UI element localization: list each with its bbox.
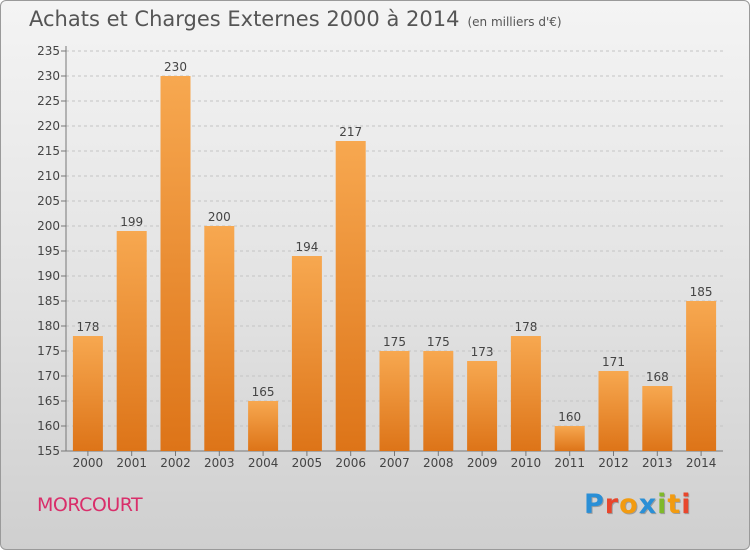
x-tick-label-2007: 2007	[379, 456, 410, 470]
x-tick-label-2000: 2000	[73, 456, 104, 470]
bar-2001	[116, 231, 147, 451]
bar-2002	[160, 76, 191, 451]
y-tick-label: 155	[37, 444, 60, 458]
x-tick-label-2004: 2004	[248, 456, 279, 470]
x-tick-label-2013: 2013	[642, 456, 673, 470]
y-tick-label: 200	[37, 219, 60, 233]
y-tick-label: 210	[37, 169, 60, 183]
x-tick-label-2002: 2002	[160, 456, 191, 470]
y-tick-label: 225	[37, 94, 60, 108]
x-tick-label-2010: 2010	[511, 456, 542, 470]
data-label-2000: 178	[76, 320, 99, 334]
y-tick-label: 165	[37, 394, 60, 408]
y-tick-label: 180	[37, 319, 60, 333]
title-unit: (en milliers d'€)	[467, 15, 562, 29]
data-label-2008: 175	[427, 335, 450, 349]
data-label-2004: 165	[252, 385, 275, 399]
y-tick-label: 230	[37, 69, 60, 83]
data-label-2001: 199	[120, 215, 143, 229]
labels: 178 199 230 200 165 194 217 175 175 173 178 160 171 1…	[76, 60, 712, 424]
chart-title: Achats et Charges Externes 2000 à 2014 (e…	[29, 7, 562, 31]
bar-2004	[248, 401, 279, 451]
logo-letter: t	[667, 489, 682, 520]
bar-2005	[291, 256, 322, 451]
x-tick-label-2012: 2012	[598, 456, 629, 470]
bar-2009	[467, 361, 498, 451]
data-label-2003: 200	[208, 210, 231, 224]
x-tick-label-2009: 2009	[467, 456, 498, 470]
data-label-2006: 217	[339, 125, 362, 139]
data-label-2010: 178	[514, 320, 537, 334]
logo-letter: i	[681, 489, 692, 520]
x-tick-label-2001: 2001	[116, 456, 147, 470]
data-label-2005: 194	[295, 240, 318, 254]
data-label-2014: 185	[690, 285, 713, 299]
bar-2013	[642, 386, 673, 451]
y-tick-label: 235	[37, 44, 60, 58]
bar-2010	[510, 336, 541, 451]
y-tick-label: 185	[37, 294, 60, 308]
bar-2011	[554, 426, 585, 451]
x-tick-label-2005: 2005	[292, 456, 323, 470]
logo-letter: r	[604, 489, 620, 520]
y-tick-label: 175	[37, 344, 60, 358]
logo-letter: o	[619, 489, 639, 520]
bar-2008	[423, 351, 454, 451]
data-label-2009: 173	[471, 345, 494, 359]
logo-letter: P	[584, 489, 605, 520]
y-tick-label: 190	[37, 269, 60, 283]
bars	[72, 76, 717, 451]
x-tick-label-2011: 2011	[554, 456, 585, 470]
data-label-2011: 160	[558, 410, 581, 424]
x-tick-label-2006: 2006	[335, 456, 366, 470]
data-label-2007: 175	[383, 335, 406, 349]
title-text: Achats et Charges Externes 2000 à 2014	[29, 7, 460, 31]
bar-2012	[598, 371, 629, 451]
axes: 155 160 165 170 175 180 185 190 195 200 205 210 215 2…	[37, 44, 723, 470]
y-tick-label: 220	[37, 119, 60, 133]
y-tick-label: 170	[37, 369, 60, 383]
bar-2000	[72, 336, 103, 451]
x-tick-label-2003: 2003	[204, 456, 235, 470]
x-tick-label-2008: 2008	[423, 456, 454, 470]
y-tick-label: 195	[37, 244, 60, 258]
logo-letter: i	[657, 489, 668, 520]
y-tick-label: 205	[37, 194, 60, 208]
logo-letter: x	[638, 489, 658, 520]
data-label-2012: 171	[602, 355, 625, 369]
y-tick-label: 215	[37, 144, 60, 158]
proxiti-logo[interactable]: Proxiti	[584, 489, 692, 520]
bar-2006	[335, 141, 366, 451]
place-name: MORCOURT	[37, 494, 143, 516]
bar-2003	[204, 226, 235, 451]
y-tick-label: 160	[37, 419, 60, 433]
bar-2014	[686, 301, 717, 451]
data-label-2002: 230	[164, 60, 187, 74]
data-label-2013: 168	[646, 370, 669, 384]
x-tick-label-2014: 2014	[686, 456, 717, 470]
bar-2007	[379, 351, 410, 451]
